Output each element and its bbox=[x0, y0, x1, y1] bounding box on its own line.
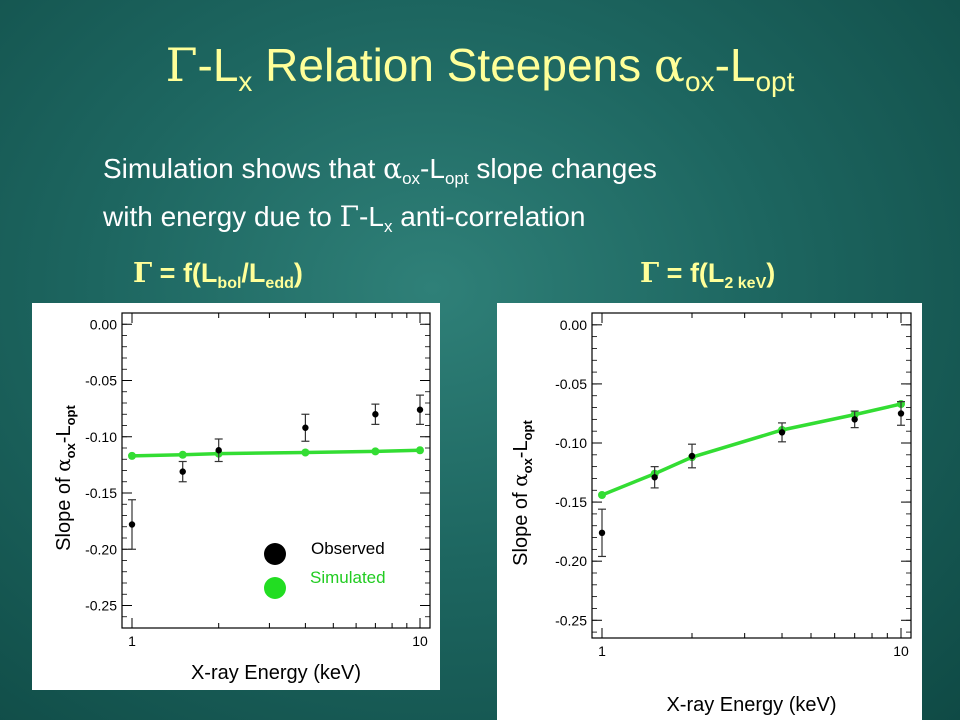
subtitle-line2: with energy due to Γ-Lx anti-correlation bbox=[103, 198, 657, 246]
subtitle-gamma: Γ bbox=[339, 200, 360, 233]
subtitle-text: Simulation shows that bbox=[103, 153, 384, 184]
plot-frame bbox=[591, 312, 912, 639]
subtitle-text: slope changes bbox=[468, 153, 657, 184]
subtitle-sub: x bbox=[383, 217, 393, 236]
title-sub3: opt bbox=[755, 66, 795, 97]
label-gamma: Γ bbox=[640, 258, 660, 289]
title-gamma: Γ bbox=[165, 38, 198, 92]
x-tick-label: 1 bbox=[598, 643, 606, 659]
observed-point bbox=[688, 452, 696, 460]
observed-point bbox=[598, 529, 606, 537]
ylabel-sub: opt bbox=[520, 420, 535, 441]
label-text: /L bbox=[241, 258, 266, 288]
slide-title: Γ-Lx Relation Steepens αox-Lopt bbox=[0, 38, 960, 98]
subtitle-sub: ox bbox=[402, 169, 421, 188]
title-alpha: α bbox=[653, 38, 685, 92]
y-tick-label: 0.00 bbox=[560, 317, 587, 333]
simulated-line bbox=[601, 402, 902, 497]
label-text: = f(L bbox=[152, 258, 218, 288]
label-gamma: Γ bbox=[133, 258, 153, 289]
left-chart: 0.00 -0.05 -0.10 -0.15 -0.20 -0.25 1 10 X-ray En… bbox=[51, 312, 431, 684]
slide-subtitle: Simulation shows that αox-Lopt slope cha… bbox=[103, 150, 657, 246]
legend-simulated-label: Simulated bbox=[310, 568, 386, 587]
y-tick-label: -0.15 bbox=[85, 485, 117, 501]
y-tick-label: -0.15 bbox=[555, 494, 587, 510]
subtitle-text: anti-correlation bbox=[392, 201, 586, 232]
left-panel-label: Γ = f(Lbol/Ledd) bbox=[133, 258, 303, 293]
simulated-point bbox=[301, 448, 310, 457]
ylabel-alpha: α bbox=[508, 473, 532, 487]
subtitle-text: -L bbox=[359, 201, 384, 232]
simulated-point bbox=[416, 446, 424, 455]
ylabel-sub: opt bbox=[63, 405, 78, 426]
simulated-line bbox=[131, 448, 421, 458]
observed-point bbox=[372, 411, 379, 418]
y-tick-label: 0.00 bbox=[90, 316, 117, 332]
ylabel-text: -L bbox=[53, 425, 75, 443]
observed-point bbox=[851, 416, 858, 423]
label-text: ) bbox=[293, 258, 303, 288]
simulated-point bbox=[598, 491, 606, 499]
y-tick-label: -0.05 bbox=[555, 376, 587, 392]
ylabel-text: Slope of bbox=[53, 472, 75, 551]
simulated-point bbox=[178, 450, 187, 459]
legend-observed-marker bbox=[264, 543, 286, 565]
title-part1: -L bbox=[197, 39, 239, 91]
x-axis-label: X-ray Energy (keV) bbox=[666, 694, 836, 716]
x-tick-label: 10 bbox=[412, 633, 428, 649]
observed-point bbox=[302, 424, 309, 431]
right-chart-panel: 0.00 -0.05 -0.10 -0.15 -0.20 -0.25 1 10 X-ray En… bbox=[497, 303, 922, 720]
y-tick-label: -0.25 bbox=[85, 598, 117, 614]
y-tick-label: -0.20 bbox=[85, 541, 117, 557]
observed-point bbox=[651, 474, 658, 481]
title-part3: -L bbox=[714, 39, 756, 91]
y-axis-label: Slope of αox-Lopt bbox=[51, 405, 78, 551]
subtitle-sub: opt bbox=[444, 169, 469, 188]
x-tick-label: 10 bbox=[893, 643, 909, 659]
observed-point bbox=[897, 410, 905, 417]
right-panel-label: Γ = f(L2 keV) bbox=[640, 258, 775, 293]
label-sub: bol bbox=[217, 275, 242, 292]
x-tick-label: 1 bbox=[128, 633, 136, 649]
observed-point bbox=[215, 447, 222, 454]
subtitle-alpha: α bbox=[383, 152, 403, 185]
observed-point bbox=[778, 429, 786, 436]
title-sub1: x bbox=[238, 66, 253, 97]
simulated-point bbox=[371, 447, 380, 456]
label-sub: edd bbox=[265, 275, 294, 292]
label-text: = f(L bbox=[659, 258, 725, 288]
legend-simulated-marker bbox=[264, 577, 286, 599]
observed-point bbox=[416, 406, 424, 413]
y-tick-label: -0.20 bbox=[555, 553, 587, 569]
ylabel-alpha: α bbox=[51, 458, 75, 472]
subtitle-text: -L bbox=[420, 153, 445, 184]
right-chart: 0.00 -0.05 -0.10 -0.15 -0.20 -0.25 1 10 X-ray En… bbox=[508, 312, 912, 716]
y-axis-label: Slope of αox-Lopt bbox=[508, 420, 535, 566]
ylabel-text: Slope of bbox=[510, 487, 532, 566]
simulated-point bbox=[128, 451, 136, 460]
ylabel-text: -L bbox=[510, 440, 532, 458]
observed-point bbox=[128, 521, 136, 528]
y-tick-label: -0.10 bbox=[85, 429, 117, 445]
subtitle-text: with energy due to bbox=[103, 201, 340, 232]
y-tick-label: -0.10 bbox=[555, 435, 587, 451]
y-tick-label: -0.25 bbox=[555, 612, 587, 628]
ylabel-sub: ox bbox=[63, 442, 78, 458]
observed-point bbox=[179, 468, 186, 475]
title-sub2: ox bbox=[684, 66, 715, 97]
ylabel-sub: ox bbox=[520, 457, 535, 473]
label-text: ) bbox=[766, 258, 776, 288]
label-sub: 2 keV bbox=[724, 275, 767, 292]
y-tick-label: -0.05 bbox=[85, 373, 117, 389]
legend-observed-label: Observed bbox=[311, 539, 385, 558]
left-chart-panel: 0.00 -0.05 -0.10 -0.15 -0.20 -0.25 1 10 X-ray En… bbox=[32, 303, 440, 690]
x-axis-label: X-ray Energy (keV) bbox=[191, 662, 361, 684]
subtitle-line1: Simulation shows that αox-Lopt slope cha… bbox=[103, 150, 657, 198]
title-part2: Relation Steepens bbox=[252, 39, 654, 91]
